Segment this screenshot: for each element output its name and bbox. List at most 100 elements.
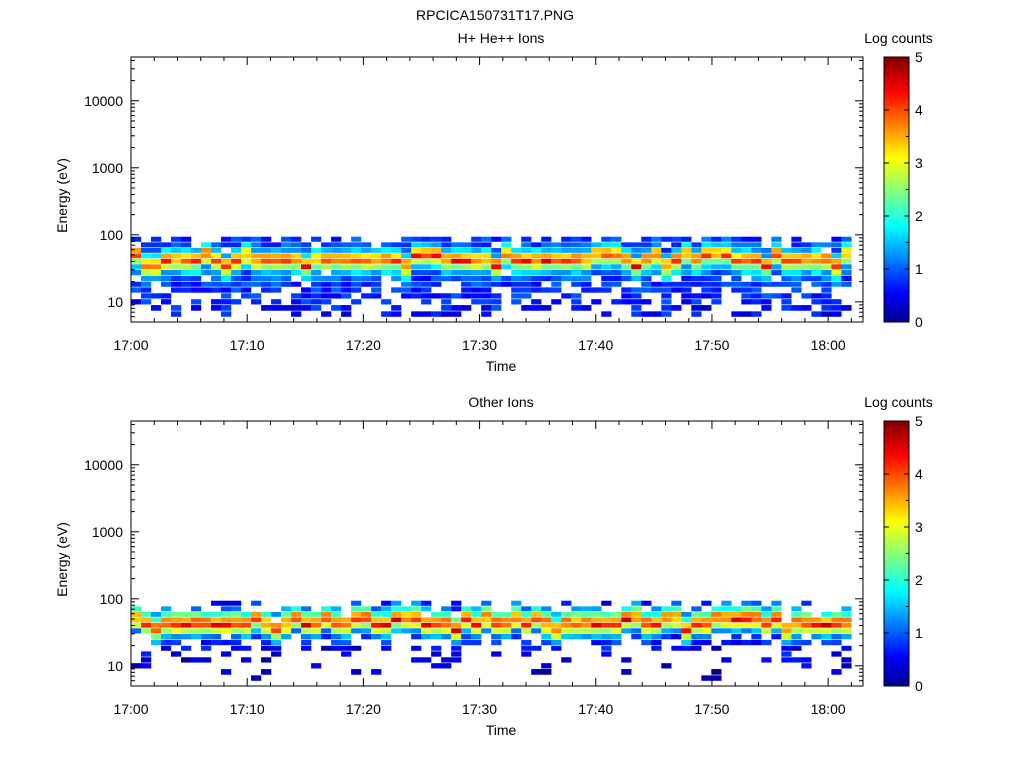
heatmap-cell [171,287,182,293]
heatmap-cell [191,247,202,253]
heatmap-cell [751,628,762,634]
heatmap-cell [291,258,302,264]
heatmap-cell [841,247,852,253]
heatmap-cell [611,622,622,628]
heatmap-cell [831,628,842,634]
heatmap-cell [751,253,762,259]
heatmap-cell [421,247,432,253]
heatmap-cell [631,242,642,248]
heatmap-cell [671,606,682,612]
heatmap-cell [491,281,502,287]
heatmap-cell [681,270,692,276]
heatmap-cell [671,645,682,651]
heatmap-cell [451,657,462,663]
heatmap-cell [541,606,552,612]
heatmap-cell [391,311,402,317]
heatmap-cell [641,275,652,282]
heatmap-cell [521,236,532,242]
heatmap-cell [271,651,282,657]
heatmap-cell [391,287,402,293]
heatmap-cell [431,253,442,259]
heatmap-cell [491,305,502,311]
heatmap-cell [381,645,392,651]
heatmap-cell [651,606,662,612]
heatmap-cell [741,247,752,253]
heatmap-cell [531,281,542,287]
heatmap-cell [631,617,642,623]
heatmap-cell [661,663,672,669]
heatmap-cell [701,617,712,623]
heatmap-cell [521,287,532,293]
heatmap-cell [681,242,692,248]
heatmap-cell [771,628,782,634]
heatmap-cell [411,281,422,287]
heatmap-cell [151,275,162,282]
heatmap-cell [421,606,432,612]
heatmap-cell [791,622,802,628]
heatmap-cell [701,264,712,270]
heatmap-cell [241,287,252,293]
heatmap-cell [741,236,752,242]
heatmap-cell [291,242,302,248]
heatmap-cell [521,258,532,264]
heatmap-cell [471,281,482,287]
heatmap-cell [661,253,672,259]
heatmap-cell [541,236,552,242]
heatmap-cell [481,606,492,612]
heatmap-cell [801,617,812,623]
heatmap-cell [561,293,572,299]
heatmap-cell [321,242,332,248]
heatmap-cell [621,258,632,264]
heatmap-cell [751,270,762,276]
heatmap-cell [211,264,222,270]
heatmap-cell [231,258,242,264]
heatmap-cell [841,663,852,669]
heatmap-cell [381,247,392,253]
heatmap-cell [381,617,392,623]
heatmap-cell [351,299,362,305]
heatmap-cell [341,645,352,651]
heatmap-cell [171,611,182,617]
heatmap-cell [801,663,812,669]
colorbar-gradient [883,420,910,687]
heatmap-cell [201,253,212,259]
colorbar-label: Log counts [864,30,933,46]
heatmap-cell [811,293,822,299]
heatmap-cell [291,270,302,276]
heatmap-cell [301,275,312,282]
heatmap-cell [531,669,542,675]
heatmap-cell [581,247,592,253]
heatmap-cell [651,622,662,628]
heatmap-cell [401,270,412,276]
heatmap-cell [791,253,802,259]
heatmap-cell [711,293,722,299]
heatmap-cell [751,281,762,287]
heatmap-cell [711,622,722,628]
heatmap-cell [311,264,322,270]
heatmap-cell [321,287,332,293]
heatmap-cell [371,281,382,287]
heatmap-cell [261,264,272,270]
heatmap-cell [701,281,712,287]
heatmap-cell [481,258,492,264]
heatmap-cell [821,311,832,317]
heatmap-cell [161,606,172,612]
plot-frame [130,420,864,687]
heatmap-cell [301,253,312,259]
heatmap-cell [631,247,642,253]
heatmap-cell [531,622,542,628]
heatmap-cell [511,617,522,623]
heatmap-cell [261,258,272,264]
colorbar-tick-label: 0 [915,678,923,694]
heatmap-cell [231,287,242,293]
colorbar: 0 1 2 3 4 5 Log counts [864,394,933,694]
heatmap-cell [451,258,462,264]
heatmap-cell [251,675,262,681]
heatmap-cell [261,242,272,248]
heatmap-cell [281,617,292,623]
heatmap-cell [421,634,432,640]
heatmap-cell [331,293,342,299]
heatmap-cell [361,275,372,282]
heatmap-cell [481,275,492,282]
